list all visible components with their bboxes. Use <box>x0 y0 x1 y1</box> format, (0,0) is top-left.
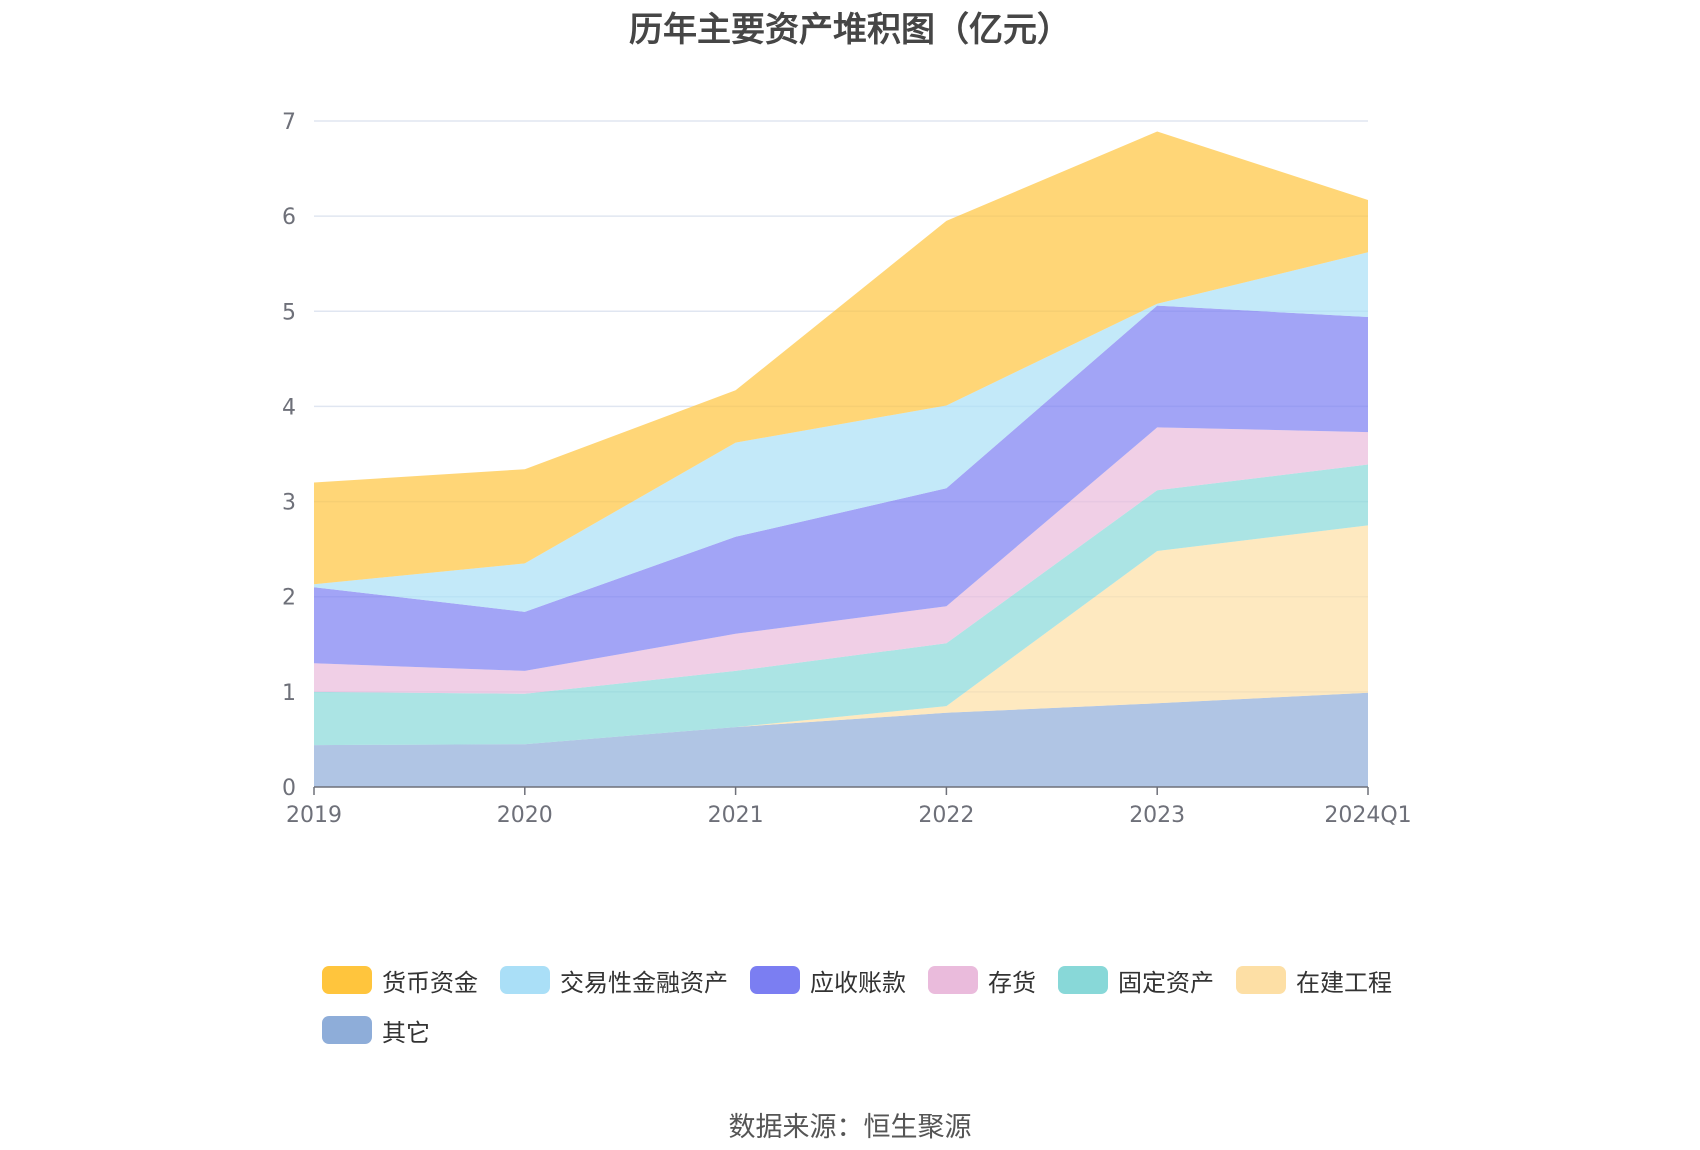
legend-item[interactable]: 货币资金 <box>322 955 478 1005</box>
area-series-5 <box>314 252 1368 612</box>
y-tick-label: 1 <box>282 681 296 706</box>
legend-label: 在建工程 <box>1296 968 1392 997</box>
legend-label: 交易性金融资产 <box>560 968 728 997</box>
legend-item[interactable]: 应收账款 <box>750 955 906 1005</box>
legend-swatch <box>928 966 978 994</box>
legend-label: 固定资产 <box>1118 968 1214 997</box>
x-tick-label: 2019 <box>286 803 342 828</box>
axes <box>313 786 1369 795</box>
x-tick-label: 2023 <box>1129 803 1185 828</box>
y-tick-label: 3 <box>282 491 296 516</box>
y-tick-label: 7 <box>282 110 296 135</box>
x-tick-label: 2024Q1 <box>1324 803 1411 828</box>
y-tick-label: 2 <box>282 586 296 611</box>
legend-swatch <box>322 1016 372 1044</box>
legend-swatch <box>1236 966 1286 994</box>
source-note: 数据来源：恒生聚源 <box>728 1112 972 1143</box>
area-series-2 <box>314 464 1368 746</box>
legend-label: 其它 <box>382 1018 430 1047</box>
y-tick-label: 4 <box>282 395 296 420</box>
area-series-0 <box>314 692 1368 787</box>
y-tick-label: 0 <box>282 776 296 801</box>
chart-title: 历年主要资产堆积图（亿元） <box>629 10 1071 50</box>
legend-label: 货币资金 <box>382 968 478 997</box>
x-tick-label: 2022 <box>918 803 974 828</box>
legend-swatch <box>322 966 372 994</box>
area-series-3 <box>314 427 1368 694</box>
legend-item[interactable]: 存货 <box>928 955 1036 1005</box>
legend-item[interactable]: 其它 <box>322 1005 430 1055</box>
x-tick-label: 2020 <box>497 803 553 828</box>
legend-item[interactable]: 固定资产 <box>1058 955 1214 1005</box>
legend-label: 存货 <box>988 968 1036 997</box>
area-series-group <box>314 131 1368 787</box>
legend-swatch <box>500 966 550 994</box>
area-series-1 <box>314 525 1368 746</box>
legend-item[interactable]: 在建工程 <box>1236 955 1392 1005</box>
y-tick-label: 6 <box>282 205 296 230</box>
area-series-6 <box>314 131 1368 585</box>
tick-labels: 0 1 2 3 4 5 6 7 2019 2020 2021 2022 2023 2024Q1 <box>282 110 1412 828</box>
legend: 货币资金 交易性金融资产 应收账款 存货 固定资产 在建工程其它 <box>322 955 1422 1055</box>
legend-item[interactable]: 交易性金融资产 <box>500 955 728 1005</box>
legend-swatch <box>750 966 800 994</box>
legend-label: 应收账款 <box>810 968 906 997</box>
y-tick-label: 5 <box>282 300 296 325</box>
area-series-4 <box>314 305 1368 671</box>
x-tick-label: 2021 <box>708 803 764 828</box>
legend-swatch <box>1058 966 1108 994</box>
